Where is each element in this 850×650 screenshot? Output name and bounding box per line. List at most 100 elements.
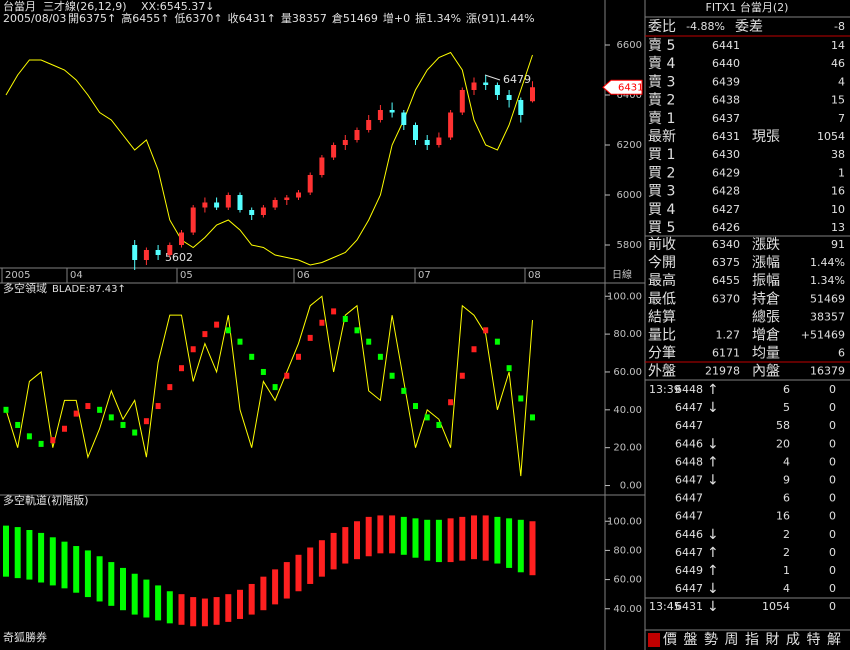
tab[interactable]: 指 (745, 632, 759, 648)
blade-dot (296, 353, 301, 360)
book-price: 6441 (712, 39, 740, 52)
tab[interactable]: 價 (663, 631, 677, 648)
stat-value: 1.27 (716, 329, 741, 342)
candle-body (342, 140, 348, 145)
candle-body (459, 90, 465, 113)
header-date: 2005/08/03 (3, 12, 66, 25)
annotation-line (484, 74, 501, 81)
price-marker (602, 79, 643, 95)
track-bar (307, 547, 314, 584)
track-bar (471, 515, 477, 560)
tab[interactable]: 解 (827, 632, 841, 648)
tick-volume: 2 (783, 546, 790, 559)
book-volume: 38 (831, 148, 845, 161)
blade-dot (3, 406, 9, 413)
book-label: 賣 2 (648, 93, 675, 109)
stat-label: 分筆 (648, 346, 676, 362)
track-bar (494, 516, 501, 564)
blade-dot (518, 395, 524, 402)
y-tick-label: 6000 (617, 190, 642, 201)
tab[interactable]: 盤 (684, 632, 698, 648)
header-field: 增+0 (383, 11, 410, 25)
track-bar (342, 527, 349, 564)
candle-body (155, 250, 161, 255)
stat-value: +51469 (801, 329, 845, 342)
book-price: 6440 (712, 57, 740, 70)
book-price: 6427 (712, 203, 740, 216)
track-bar (377, 515, 384, 554)
x-tick-label: 2005 (5, 270, 30, 281)
tab[interactable]: 特 (807, 632, 821, 648)
track-bar (61, 541, 68, 589)
tick-oi: 0 (829, 401, 836, 414)
track-bar (178, 594, 185, 625)
track-bar (295, 554, 302, 592)
header-field: 倉51469 (332, 11, 378, 25)
candle-body (448, 112, 454, 138)
candle-body (331, 145, 337, 158)
tick-oi: 0 (829, 474, 836, 487)
book-volume: 1054 (817, 130, 845, 143)
blade-dot (272, 384, 278, 391)
stat-label: 今開 (648, 255, 676, 271)
tick-arrow: ↑ (707, 454, 719, 470)
book-label: 賣 4 (648, 56, 675, 72)
book-volume: 46 (831, 57, 845, 70)
tick-price: 6446 (675, 437, 703, 450)
tick-price: 6448 (675, 455, 703, 468)
blade-dot (15, 421, 21, 428)
x-tick-label: 05 (180, 270, 193, 281)
blade-dot (108, 414, 114, 421)
blade-dot (424, 414, 430, 421)
track-bar (213, 597, 220, 625)
blade-dot (62, 425, 67, 432)
tab-icon (648, 633, 660, 647)
stat-label: 內盤 (752, 364, 780, 380)
stat-value: 6375 (712, 256, 740, 269)
stat-label: 外盤 (648, 364, 676, 380)
track-bar (330, 532, 337, 570)
candle-body (225, 195, 231, 208)
book-label: 賣 1 (648, 111, 675, 127)
blade-dot (73, 410, 79, 417)
tick-arrow: ↑ (707, 382, 719, 398)
y-tick-label: 40.00 (613, 604, 642, 615)
quote-label: 委比 (648, 19, 676, 35)
candle-body (307, 175, 313, 193)
candle-body (319, 157, 325, 175)
stat-value: 38357 (810, 310, 845, 323)
tab[interactable]: 財 (766, 632, 780, 648)
tick-volume: 1 (783, 564, 790, 577)
track-bar (365, 516, 372, 557)
blade-dot (413, 403, 418, 410)
tab[interactable]: 周 (725, 632, 739, 648)
blade-dot (38, 440, 44, 447)
stat-value: 51469 (810, 292, 845, 305)
candle-body (132, 245, 138, 260)
stat-label: 均量 (752, 346, 780, 362)
tick-price: 6447 (675, 492, 703, 505)
tab[interactable]: 勢 (704, 632, 718, 648)
y-tick-label: 6600 (617, 40, 642, 51)
tab[interactable]: 成 (786, 632, 800, 648)
header-field: 收6431↑ (228, 11, 276, 25)
stat-label: 漲跌 (752, 237, 780, 253)
blade-dot (143, 418, 149, 425)
stat-label: 漲幅 (752, 255, 780, 271)
x-tick-label: 06 (297, 270, 310, 281)
stat-label: 量比 (648, 328, 676, 344)
track-bar (529, 521, 536, 576)
book-volume: 13 (831, 221, 845, 234)
x-tick-label: 04 (70, 270, 83, 281)
panel-subtitle: BLADE:87.43↑ (52, 284, 126, 295)
candle-body (377, 110, 383, 120)
tick-volume: 16 (776, 510, 790, 523)
tick-price: 6449 (675, 564, 703, 577)
book-label: 買 2 (648, 165, 675, 181)
candle-body (413, 125, 418, 140)
book-volume: 16 (831, 185, 845, 198)
tick-volume: 58 (776, 419, 790, 432)
track-bar (190, 597, 197, 627)
tick-oi: 0 (829, 419, 836, 432)
track-bar (459, 516, 466, 561)
